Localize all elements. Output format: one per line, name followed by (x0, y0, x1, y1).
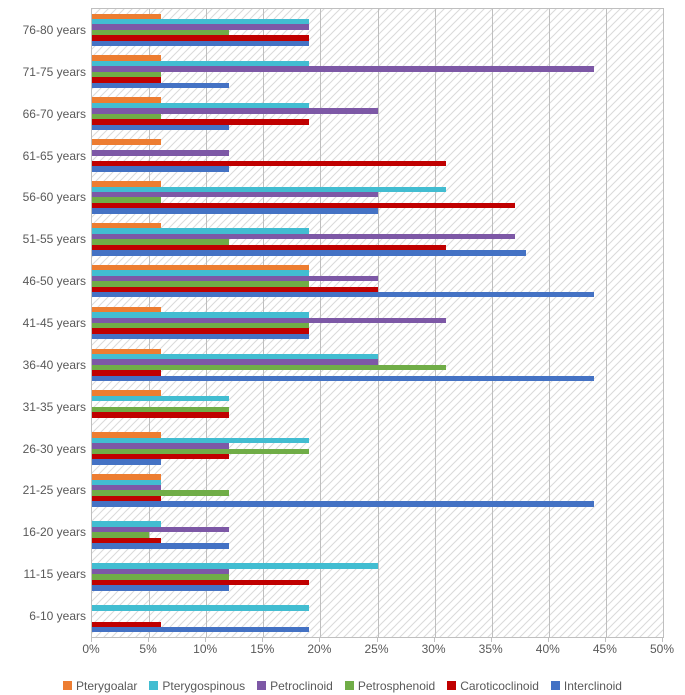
legend-label: Caroticoclinoid (460, 679, 539, 693)
x-tick-label: 25% (364, 642, 388, 656)
x-tick-label: 30% (422, 642, 446, 656)
y-category-label: 66-70 years (23, 107, 86, 121)
y-category-label: 16-20 years (23, 525, 86, 539)
bar (92, 41, 309, 46)
y-category-label: 31-35 years (23, 400, 86, 414)
bar (92, 459, 161, 464)
y-category-label: 21-25 years (23, 483, 86, 497)
y-axis-category-labels: 6-10 years 11-15 years 16-20 years 21-25 ye… (0, 8, 88, 638)
legend-item: Petroclinoid (257, 679, 333, 693)
x-tick-label: 10% (193, 642, 217, 656)
x-tick-label: 0% (82, 642, 99, 656)
legend-label: Petroclinoid (270, 679, 333, 693)
bar (92, 605, 309, 610)
legend-swatch (551, 681, 560, 690)
bar (92, 125, 229, 130)
legend: Pterygoalar Pterygospinous Petroclinoid Pet… (0, 679, 685, 694)
bar (92, 627, 309, 632)
legend-item: Pterygoalar (63, 679, 137, 693)
legend-label: Petrosphenoid (358, 679, 435, 693)
y-category-label: 56-60 years (23, 190, 86, 204)
legend-swatch (447, 681, 456, 690)
x-axis-ticks: 0%5%10%15%20%25%30%35%40%45%50% (91, 640, 664, 658)
legend-item: Petrosphenoid (345, 679, 435, 693)
bar (92, 208, 378, 213)
x-tick-label: 45% (593, 642, 617, 656)
y-category-label: 61-65 years (23, 149, 86, 163)
y-category-label: 41-45 years (23, 316, 86, 330)
y-category-label: 46-50 years (23, 274, 86, 288)
legend-label: Pterygoalar (76, 679, 137, 693)
bar (92, 83, 229, 88)
legend-item: Pterygospinous (149, 679, 245, 693)
x-tick-label: 5% (139, 642, 156, 656)
legend-swatch (345, 681, 354, 690)
bar (92, 166, 229, 171)
chart-container: 6-10 years 11-15 years 16-20 years 21-25 ye… (0, 0, 685, 695)
y-category-label: 26-30 years (23, 442, 86, 456)
bar (92, 139, 161, 144)
bar (92, 250, 526, 255)
bar (92, 66, 594, 71)
x-tick-label: 15% (250, 642, 274, 656)
bar (92, 292, 594, 297)
legend-label: Pterygospinous (162, 679, 245, 693)
y-category-label: 76-80 years (23, 23, 86, 37)
legend-label: Interclinoid (564, 679, 622, 693)
bars-layer (92, 9, 663, 637)
legend-swatch (257, 681, 266, 690)
legend-swatch (149, 681, 158, 690)
plot-area (91, 8, 664, 638)
bar (92, 501, 594, 506)
x-tick-label: 50% (650, 642, 674, 656)
x-tick-label: 40% (536, 642, 560, 656)
y-category-label: 51-55 years (23, 232, 86, 246)
y-category-label: 71-75 years (23, 65, 86, 79)
bar (92, 150, 229, 155)
bar (92, 396, 229, 401)
bar (92, 376, 594, 381)
bar (92, 585, 229, 590)
x-tick-label: 20% (307, 642, 331, 656)
x-tick-label: 35% (479, 642, 503, 656)
y-category-label: 36-40 years (23, 358, 86, 372)
bar (92, 543, 229, 548)
legend-swatch (63, 681, 72, 690)
bar (92, 412, 229, 417)
y-category-label: 11-15 years (24, 567, 86, 581)
y-category-label: 6-10 years (29, 609, 86, 623)
legend-item: Caroticoclinoid (447, 679, 539, 693)
legend-item: Interclinoid (551, 679, 622, 693)
bar (92, 334, 309, 339)
